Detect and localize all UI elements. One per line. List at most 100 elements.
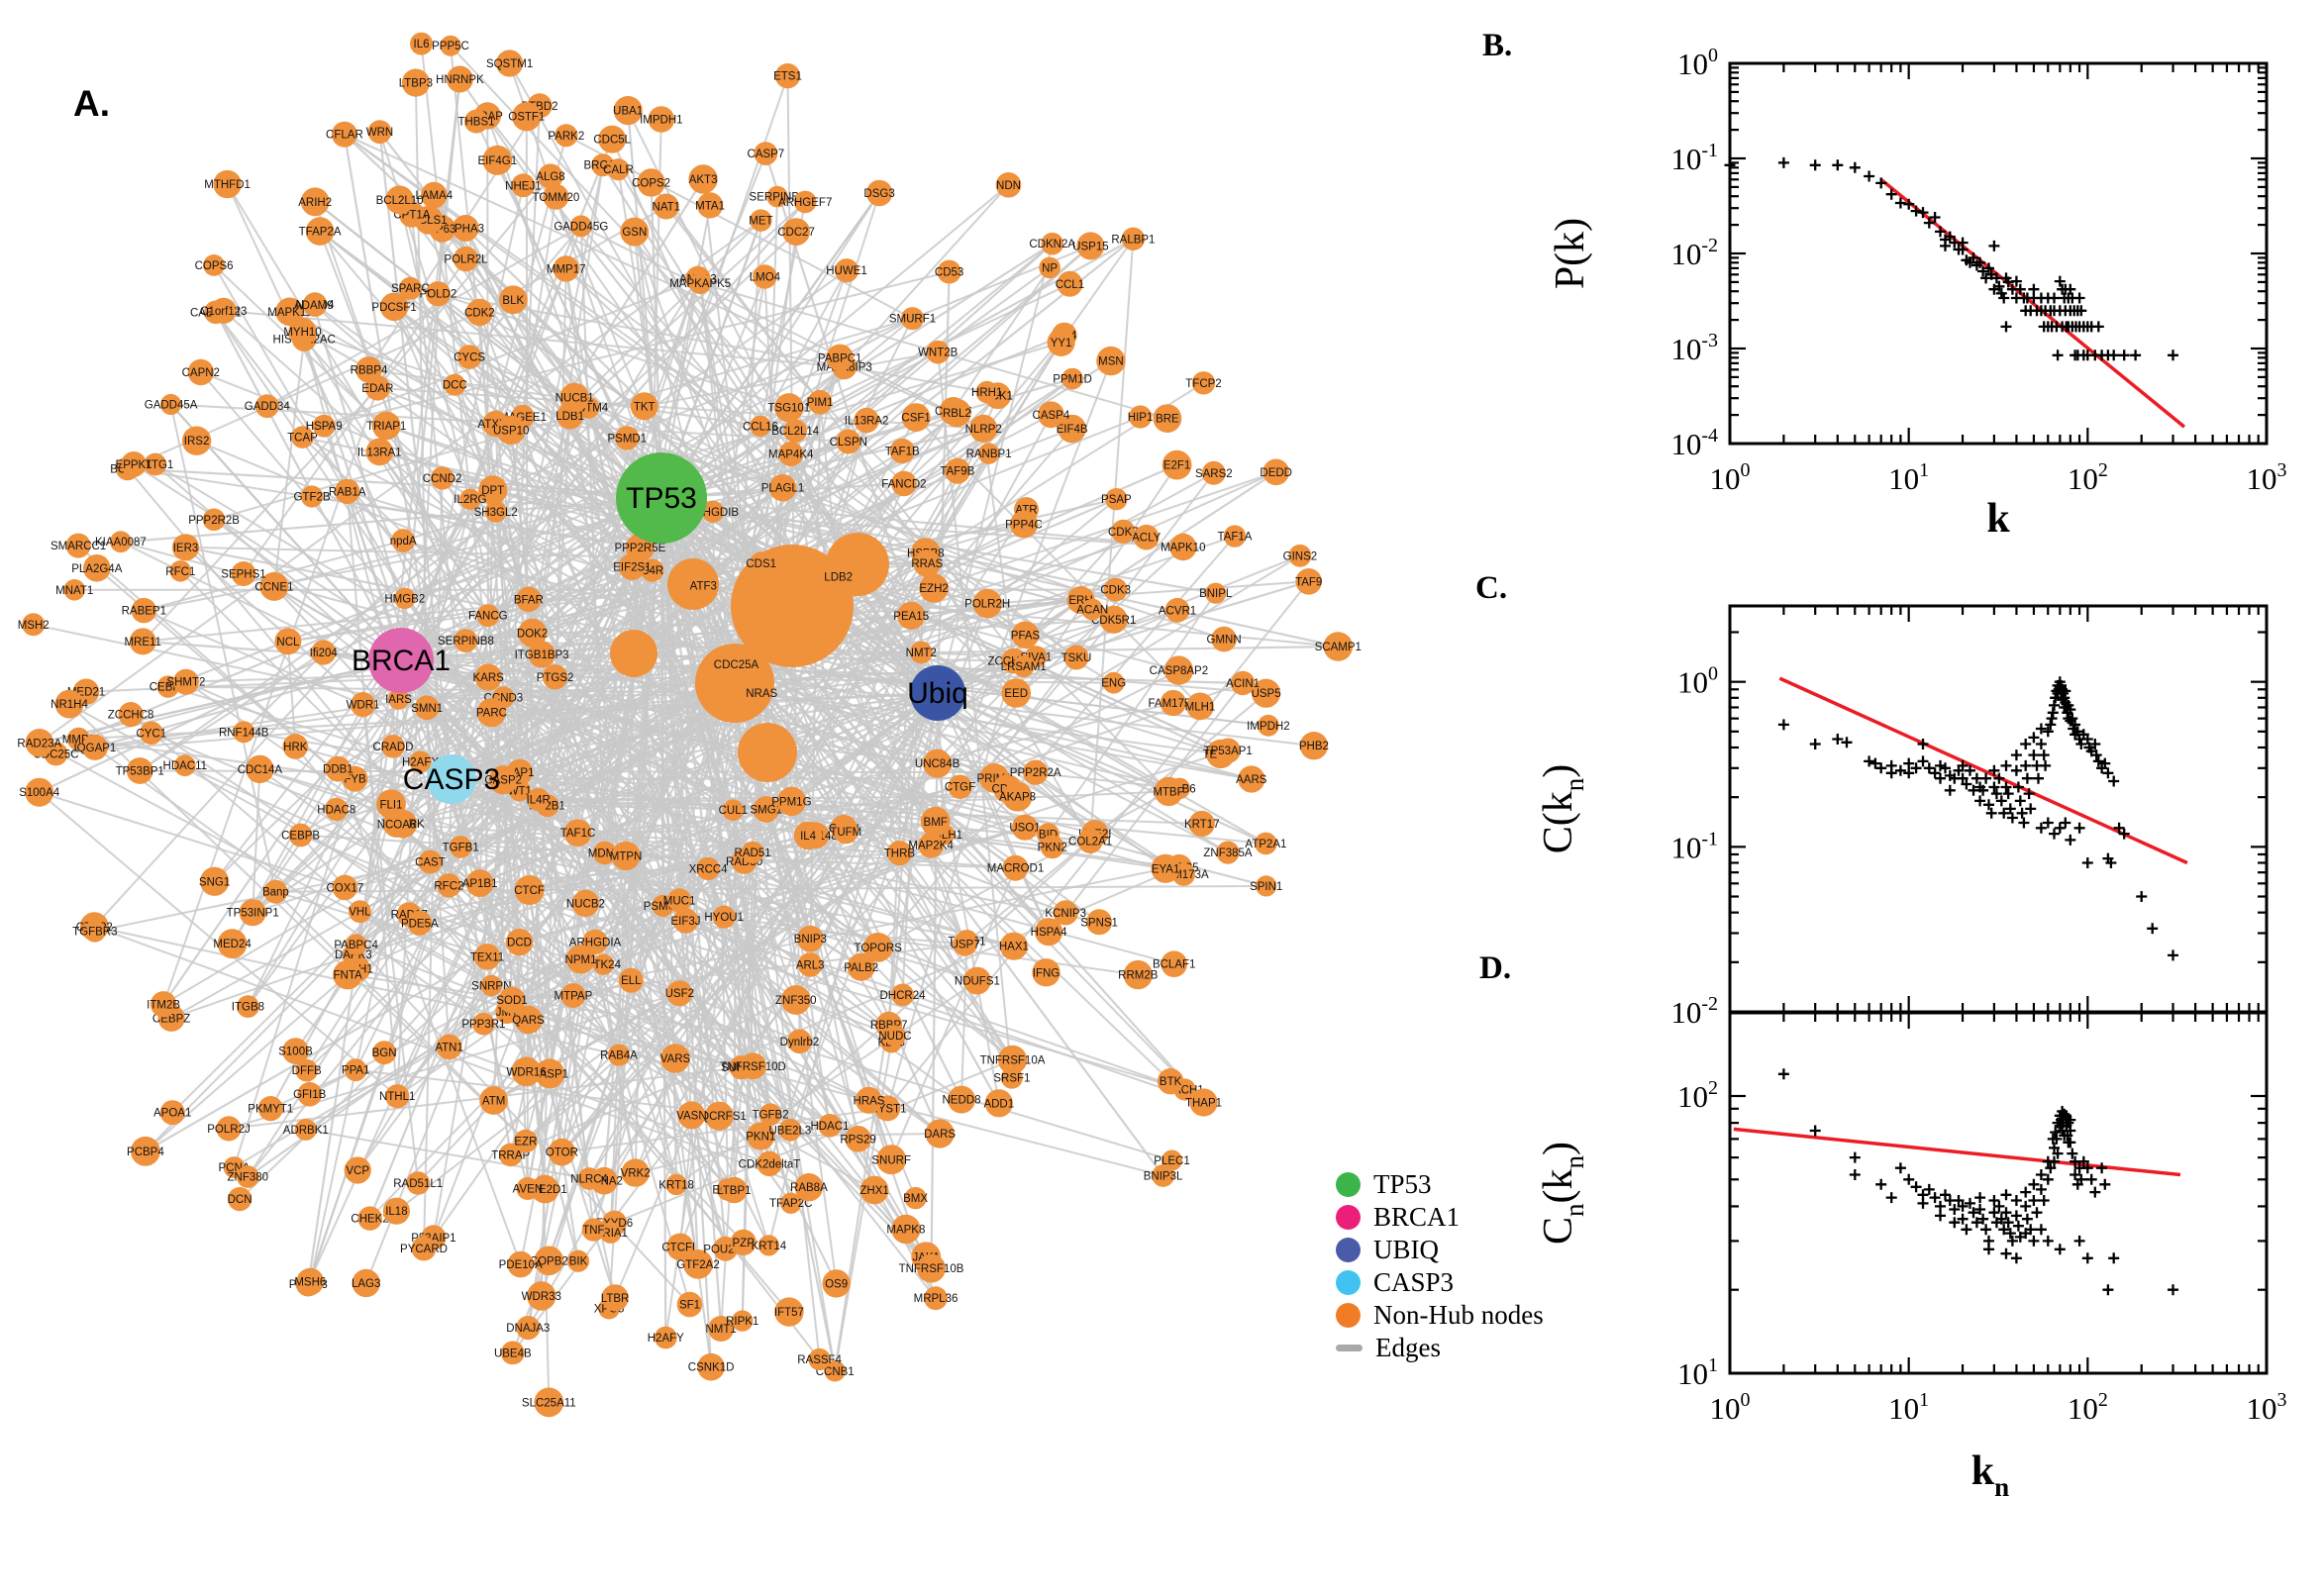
network-node [367, 120, 392, 145]
network-node [845, 1126, 871, 1152]
network-node-label: OSTF1 [508, 112, 545, 124]
network-node [621, 1158, 650, 1187]
network-node-label: VARS [660, 1053, 691, 1065]
network-node-label: EZR [514, 1137, 537, 1148]
network-node-label: SMG1 [751, 804, 783, 816]
network-node-label: SH3GL2 [474, 507, 518, 519]
network-node [352, 1268, 380, 1298]
network-node-label: SARS2 [1195, 468, 1233, 480]
tick-label: 100 [1677, 663, 1718, 700]
network-node-label: ZNF385A [1203, 848, 1253, 859]
network-cluster-blobs [610, 533, 889, 782]
tick-label: 10-1 [1670, 828, 1718, 864]
network-node-label: IL2RG [454, 494, 486, 506]
network-node-label: RASSF4 [797, 1354, 842, 1366]
network-node [202, 508, 226, 532]
network-node [997, 1045, 1028, 1075]
network-node-label: DCD [507, 938, 532, 949]
network-node [1061, 367, 1083, 390]
network-node-label: CTCF [514, 885, 545, 897]
network-node-label: LRSAM1 [1001, 661, 1047, 673]
network-node [571, 889, 600, 918]
network-node [231, 561, 256, 586]
network-node [391, 529, 416, 552]
network-node-label: HIP1 [1128, 412, 1154, 424]
network-node [452, 215, 479, 242]
network-node-label: PLAGL1 [761, 483, 804, 495]
network-node [303, 294, 325, 316]
network-node [948, 1085, 975, 1114]
network-node [516, 1177, 540, 1200]
network-node-label: LDB1 [556, 411, 584, 423]
network-node [553, 255, 579, 282]
network-node-label: WDR16 [506, 1066, 546, 1078]
network-node [514, 875, 545, 905]
tick-label: 101 [1677, 1354, 1718, 1391]
network-node-label: PPP3R1 [461, 1019, 505, 1031]
network-node-label: TGFB1 [443, 842, 479, 853]
network-node-label: MET [749, 216, 772, 228]
network-node-label: COPS6 [195, 260, 234, 272]
network-node [1151, 853, 1180, 883]
network-node [948, 774, 972, 799]
network-node-label: VCP [346, 1165, 369, 1177]
hub-label-ubiq: Ubiq [907, 677, 968, 710]
network-node-label: UBE4B [494, 1347, 532, 1359]
network-node-label: DFFB [292, 1065, 322, 1077]
network-node-label: Dynlrb2 [780, 1037, 820, 1048]
network-node-label: ACLY [1132, 533, 1162, 545]
network-node [920, 806, 951, 837]
network-node-label: HRK [283, 742, 308, 753]
network-node-label: LAMA4 [415, 190, 453, 202]
network-node-label: BTK [1160, 1076, 1182, 1088]
network-node [889, 438, 915, 464]
network-node [1105, 488, 1128, 511]
scatter-points [1777, 1068, 2178, 1296]
network-node-label: TUFM [830, 827, 861, 839]
network-node-label: MSH2 [18, 620, 50, 632]
network-node-label: TSKU [1061, 652, 1092, 664]
network-node [385, 1084, 410, 1109]
network-node-label: Ifi204 [310, 648, 339, 659]
network-node-label: CASP7 [747, 149, 784, 160]
network-node-label: MNAT1 [55, 585, 93, 597]
network-node [335, 478, 360, 505]
network-node [81, 734, 108, 760]
network-node [160, 393, 182, 416]
network-node [1163, 655, 1194, 685]
network-node [937, 259, 961, 284]
network-node [1238, 765, 1265, 793]
network-node-label: MMP17 [547, 263, 586, 275]
network-node-label: CDC5L [593, 135, 631, 147]
network-node [758, 1103, 782, 1126]
network-node [826, 344, 854, 371]
network-node [696, 856, 720, 881]
network-node [1154, 776, 1184, 807]
network-node-label: MAPK10 [1161, 543, 1205, 554]
network-node-label: XRCC4 [689, 863, 729, 875]
network-node [409, 750, 432, 773]
network-node [543, 183, 569, 210]
network-node-label: WNT2B [918, 348, 959, 359]
network-node [488, 765, 518, 795]
tick-label: 10-4 [1670, 425, 1718, 461]
network-node [1001, 678, 1031, 708]
network-node-label: RNF144B [219, 727, 269, 739]
network-node [766, 185, 788, 208]
network-node-label: EYA1 [1152, 863, 1180, 875]
network-node [25, 777, 54, 807]
network-node [793, 821, 823, 850]
network-node-label: VHL [349, 907, 371, 919]
legend-label: Non-Hub nodes [1373, 1299, 1544, 1330]
network-node-label: CHEK2 [351, 1214, 388, 1226]
network-node [213, 169, 242, 199]
network-node-label: RBL2 [943, 408, 971, 420]
legend-item-tp53: TP53 [1336, 1169, 1544, 1199]
network-node-label: PARK2 [548, 131, 584, 143]
network-node [480, 974, 502, 997]
tick-label: 102 [1677, 1077, 1718, 1114]
network-node [300, 485, 324, 508]
network-node [1086, 909, 1113, 936]
network-node [1096, 346, 1126, 376]
